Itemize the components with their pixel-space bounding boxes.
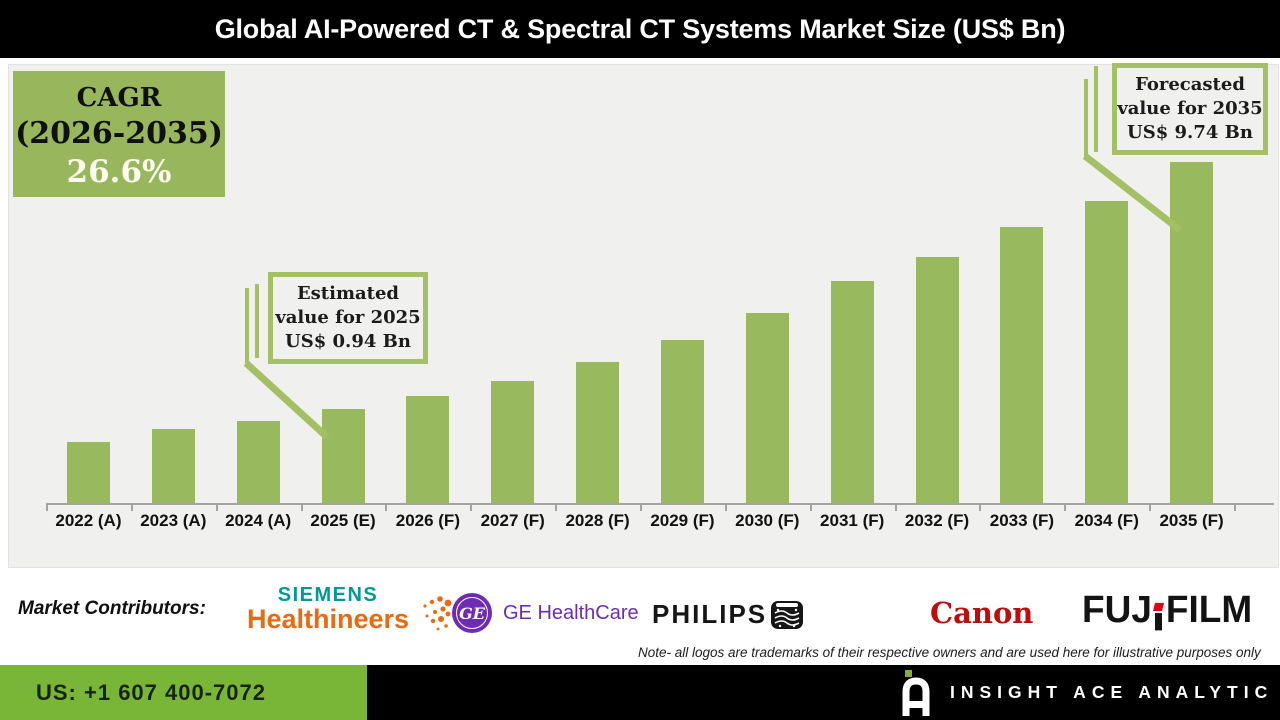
bar-cell xyxy=(979,162,1064,503)
x-axis-tick xyxy=(1234,505,1236,511)
philips-wordmark: PHILIPS xyxy=(652,599,768,629)
fujifilm-i-stem xyxy=(1154,613,1162,631)
x-axis-label: 2028 (F) xyxy=(565,511,630,530)
estimated-callout-line1: Estimated xyxy=(296,283,400,304)
bar-2034 (F) xyxy=(1085,201,1129,503)
bar-cell xyxy=(725,162,810,503)
bar-cell xyxy=(555,162,640,503)
bar-2026 (F) xyxy=(406,396,450,503)
canon-logo: Canon xyxy=(930,596,1033,630)
x-axis-label: 2026 (F) xyxy=(395,511,460,530)
bar-cell xyxy=(46,162,131,503)
x-axis-label: 2034 (F) xyxy=(1074,511,1139,530)
x-axis-tick xyxy=(1064,505,1067,511)
insight-ace-logo-icon xyxy=(902,669,930,716)
x-axis-label: 2022 (A) xyxy=(55,511,122,530)
x-axis-tick xyxy=(894,505,897,511)
bar-cell xyxy=(470,162,555,503)
bar-2030 (F) xyxy=(745,313,789,503)
forecast-callout-line1: Forecasted xyxy=(1135,74,1245,95)
bar-chart xyxy=(46,162,1234,503)
estimated-callout-line2: value for 2025 xyxy=(275,307,421,328)
x-axis-tick xyxy=(470,505,473,511)
bar-2029 (F) xyxy=(660,340,704,503)
forecast-callout-line2: value for 2035 xyxy=(1117,98,1263,119)
x-axis-tick xyxy=(46,505,48,511)
footer-phone-block: US: +1 607 400-7072 xyxy=(0,665,367,720)
fujifilm-red-accent-icon xyxy=(1152,602,1164,612)
trademark-note: Note- all logos are trademarks of their … xyxy=(638,645,1261,660)
fujifilm-wordmark-left: FUJ xyxy=(1082,588,1152,631)
x-axis-label: 2031 (F) xyxy=(820,511,885,530)
x-axis-tick xyxy=(809,505,812,511)
canon-wordmark: Canon xyxy=(930,596,1034,630)
bar-cell xyxy=(895,162,980,503)
estimated-callout: Estimated value for 2025 US$ 0.94 Bn xyxy=(268,272,428,364)
bar-cell xyxy=(810,162,895,503)
x-axis-label: 2025 (E) xyxy=(310,511,376,530)
bar-2028 (F) xyxy=(576,362,620,503)
bar-cell xyxy=(1064,162,1149,503)
x-axis-line xyxy=(46,503,1274,505)
bar-cell xyxy=(640,162,725,503)
fujifilm-i-mark xyxy=(1152,602,1165,632)
bar-2027 (F) xyxy=(491,381,535,503)
page-title: Global AI-Powered CT & Spectral CT Syste… xyxy=(214,13,1066,44)
phone-number: US: +1 607 400-7072 xyxy=(36,679,266,705)
x-axis-label: 2032 (F) xyxy=(904,511,970,530)
x-axis-tick xyxy=(979,505,982,511)
title-bar: Global AI-Powered CT & Spectral CT Syste… xyxy=(0,0,1280,58)
bar-2031 (F) xyxy=(830,281,874,503)
market-contributors-label: Market Contributors: xyxy=(18,598,206,619)
x-axis-tick xyxy=(724,505,727,511)
fujifilm-wordmark-right: FILM xyxy=(1165,588,1253,631)
bar-2022 (A) xyxy=(66,442,110,503)
footer-brand: INSIGHT ACE ANALYTIC xyxy=(900,665,1273,720)
brand-name: INSIGHT ACE ANALYTIC xyxy=(950,682,1274,702)
cagr-title: CAGR xyxy=(76,83,162,113)
x-axis-tick xyxy=(215,505,218,511)
cagr-value: 26.6% xyxy=(66,154,172,190)
x-axis-label: 2035 (F) xyxy=(1159,511,1224,530)
bar-2032 (F) xyxy=(915,257,959,503)
forecast-callout: Forecasted value for 2035 US$ 9.74 Bn xyxy=(1112,63,1268,155)
cagr-box: CAGR (2026-2035) 26.6% xyxy=(13,71,225,197)
x-axis-label: 2029 (F) xyxy=(650,511,715,530)
siemens-wordmark: SIEMENS xyxy=(277,584,379,606)
x-axis-tick xyxy=(130,505,133,511)
estimated-callout-value: US$ 0.94 Bn xyxy=(285,331,411,352)
ge-healthcare-wordmark: GE HealthCare xyxy=(503,601,639,624)
bar-2033 (F) xyxy=(1000,227,1044,503)
healthineers-wordmark: Healthineers xyxy=(246,604,410,634)
philips-shield-icon xyxy=(771,600,804,629)
bar-cell xyxy=(1149,162,1234,503)
x-axis-labels: 2022 (A) 2023 (A) 2024 (A) 2025 (E) 2026 (F)… xyxy=(46,511,1234,531)
cagr-range: (2026-2035) xyxy=(15,116,223,151)
fujifilm-logo: FUJ FILM xyxy=(1082,589,1252,632)
bar-cell xyxy=(131,162,216,503)
x-axis-tick xyxy=(385,505,388,511)
bar-2035 (F) xyxy=(1170,162,1214,503)
ge-monogram-icon: GE xyxy=(452,593,492,633)
siemens-healthineers-logo: SIEMENS Healthineers xyxy=(237,584,419,635)
x-axis-tick xyxy=(640,505,642,511)
x-axis-label: 2033 (F) xyxy=(989,511,1054,530)
x-axis-label: 2027 (F) xyxy=(480,511,545,530)
siemens-dots-icon xyxy=(423,596,452,631)
ge-healthcare-logo: GE GE HealthCare xyxy=(452,593,639,633)
x-axis-tick xyxy=(555,505,558,511)
bar-cell xyxy=(385,162,470,503)
ge-monogram-ring xyxy=(456,597,488,629)
forecast-callout-value: US$ 9.74 Bn xyxy=(1127,122,1253,143)
x-axis-label: 2024 (A) xyxy=(225,511,292,530)
x-axis-label: 2023 (A) xyxy=(140,511,207,530)
x-axis-tick xyxy=(1149,505,1152,511)
philips-logo: PHILIPS xyxy=(652,599,804,630)
bar-2025 (E) xyxy=(321,409,365,503)
bar-2023 (A) xyxy=(151,429,195,503)
x-axis-label: 2030 (F) xyxy=(735,511,800,530)
x-axis-tick xyxy=(300,505,303,511)
bar-2024 (A) xyxy=(236,421,280,503)
